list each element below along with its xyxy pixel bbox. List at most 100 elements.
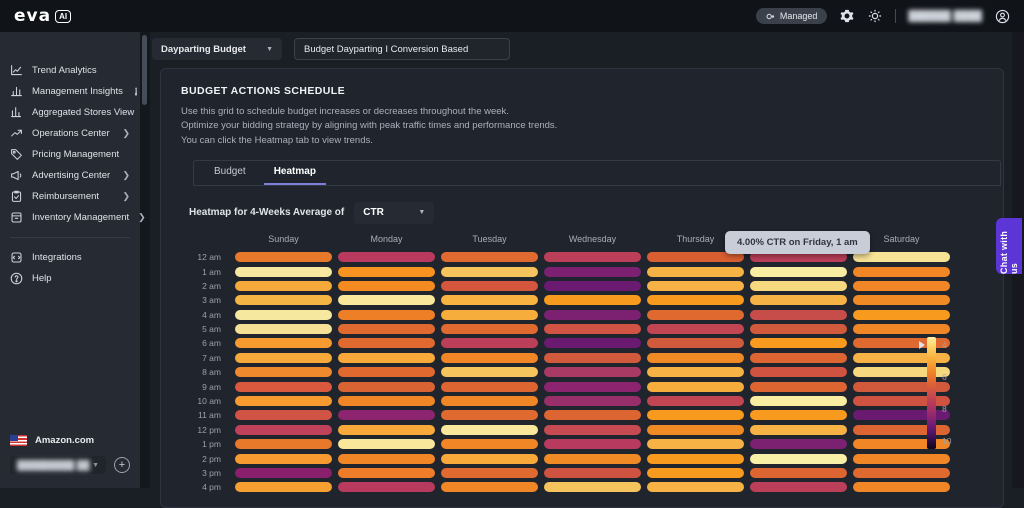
heatmap-cell[interactable] bbox=[235, 267, 332, 277]
heatmap-cell[interactable] bbox=[647, 454, 744, 464]
tab-budget[interactable]: Budget bbox=[204, 161, 256, 185]
heatmap-cell[interactable] bbox=[544, 410, 641, 420]
heatmap-cell[interactable] bbox=[235, 482, 332, 492]
heatmap-cell[interactable] bbox=[338, 425, 435, 435]
heatmap-cell[interactable] bbox=[544, 382, 641, 392]
heatmap-cell[interactable] bbox=[544, 396, 641, 406]
heatmap-cell[interactable] bbox=[544, 267, 641, 277]
heatmap-cell[interactable] bbox=[338, 367, 435, 377]
heatmap-cell[interactable] bbox=[750, 382, 847, 392]
heatmap-cell[interactable] bbox=[647, 281, 744, 291]
heatmap-cell[interactable] bbox=[647, 396, 744, 406]
heatmap-cell[interactable] bbox=[235, 281, 332, 291]
heatmap-cell[interactable] bbox=[750, 468, 847, 478]
heatmap-cell[interactable] bbox=[235, 324, 332, 334]
heatmap-cell[interactable] bbox=[853, 295, 950, 305]
heatmap-cell[interactable] bbox=[235, 425, 332, 435]
heatmap-cell[interactable] bbox=[750, 324, 847, 334]
heatmap-cell[interactable] bbox=[338, 396, 435, 406]
heatmap-cell[interactable] bbox=[647, 353, 744, 363]
heatmap-cell[interactable] bbox=[647, 295, 744, 305]
heatmap-cell[interactable] bbox=[853, 281, 950, 291]
chat-with-us-button[interactable]: Chat with us bbox=[996, 218, 1022, 274]
heatmap-cell[interactable] bbox=[235, 382, 332, 392]
heatmap-cell[interactable] bbox=[338, 281, 435, 291]
sidebar-item-help[interactable]: Help bbox=[0, 268, 140, 289]
heatmap-cell[interactable] bbox=[235, 396, 332, 406]
heatmap-cell[interactable] bbox=[441, 468, 538, 478]
heatmap-cell[interactable] bbox=[750, 396, 847, 406]
heatmap-cell[interactable] bbox=[544, 425, 641, 435]
heatmap-cell[interactable] bbox=[853, 252, 950, 262]
tab-heatmap[interactable]: Heatmap bbox=[264, 161, 326, 185]
heatmap-cell[interactable] bbox=[750, 281, 847, 291]
heatmap-cell[interactable] bbox=[338, 353, 435, 363]
heatmap-cell[interactable] bbox=[338, 382, 435, 392]
heatmap-cell[interactable] bbox=[441, 252, 538, 262]
heatmap-cell[interactable] bbox=[441, 295, 538, 305]
heatmap-cell[interactable] bbox=[235, 338, 332, 348]
heatmap-cell[interactable] bbox=[853, 267, 950, 277]
heatmap-cell[interactable] bbox=[441, 353, 538, 363]
heatmap-cell[interactable] bbox=[338, 338, 435, 348]
main-scrollbar-thumb[interactable] bbox=[142, 35, 147, 105]
heatmap-cell[interactable] bbox=[544, 439, 641, 449]
store-select[interactable]: █████████ ██ ▼ bbox=[10, 456, 106, 474]
heatmap-cell[interactable] bbox=[647, 410, 744, 420]
heatmap-cell[interactable] bbox=[338, 267, 435, 277]
heatmap-cell[interactable] bbox=[235, 295, 332, 305]
heatmap-cell[interactable] bbox=[235, 310, 332, 320]
sidebar-item-integrations[interactable]: Integrations bbox=[0, 247, 140, 268]
heatmap-cell[interactable] bbox=[338, 454, 435, 464]
add-store-button[interactable]: + bbox=[114, 457, 130, 473]
heatmap-cell[interactable] bbox=[441, 324, 538, 334]
heatmap-cell[interactable] bbox=[235, 252, 332, 262]
heatmap-cell[interactable] bbox=[441, 482, 538, 492]
sidebar-item-pricing-management[interactable]: Pricing Management bbox=[0, 144, 140, 165]
sidebar-item-inventory-management[interactable]: Inventory Management❯ bbox=[0, 207, 140, 228]
heatmap-cell[interactable] bbox=[338, 252, 435, 262]
heatmap-cell[interactable] bbox=[338, 410, 435, 420]
heatmap-cell[interactable] bbox=[647, 482, 744, 492]
heatmap-cell[interactable] bbox=[750, 310, 847, 320]
heatmap-cell[interactable] bbox=[441, 439, 538, 449]
heatmap-cell[interactable] bbox=[647, 310, 744, 320]
heatmap-cell[interactable] bbox=[441, 454, 538, 464]
sidebar-item-trend-analytics[interactable]: Trend Analytics bbox=[0, 60, 140, 81]
heatmap-cell[interactable] bbox=[235, 468, 332, 478]
user-avatar-icon[interactable] bbox=[994, 8, 1010, 24]
heatmap-cell[interactable] bbox=[235, 353, 332, 363]
heatmap-cell[interactable] bbox=[441, 267, 538, 277]
heatmap-cell[interactable] bbox=[338, 324, 435, 334]
heatmap-cell[interactable] bbox=[544, 252, 641, 262]
heatmap-cell[interactable] bbox=[647, 367, 744, 377]
managed-badge[interactable]: Managed bbox=[756, 8, 828, 24]
heatmap-cell[interactable] bbox=[441, 338, 538, 348]
heatmap-cell[interactable] bbox=[235, 454, 332, 464]
heatmap-cell[interactable] bbox=[544, 482, 641, 492]
heatmap-cell[interactable] bbox=[441, 410, 538, 420]
heatmap-cell[interactable] bbox=[441, 310, 538, 320]
heatmap-cell[interactable] bbox=[544, 468, 641, 478]
heatmap-cell[interactable] bbox=[750, 267, 847, 277]
heatmap-cell[interactable] bbox=[750, 439, 847, 449]
heatmap-cell[interactable] bbox=[338, 482, 435, 492]
heatmap-cell[interactable] bbox=[544, 295, 641, 305]
heatmap-cell[interactable] bbox=[441, 281, 538, 291]
sidebar-item-aggregated-stores-view[interactable]: Aggregated Stores View bbox=[0, 102, 140, 123]
sidebar-item-management-insights[interactable]: Management Insightsi bbox=[0, 81, 140, 102]
heatmap-cell[interactable] bbox=[853, 310, 950, 320]
heatmap-cell[interactable] bbox=[750, 482, 847, 492]
heatmap-cell[interactable] bbox=[750, 353, 847, 363]
heatmap-cell[interactable] bbox=[338, 310, 435, 320]
heatmap-cell[interactable] bbox=[647, 267, 744, 277]
heatmap-cell[interactable] bbox=[647, 324, 744, 334]
heatmap-cell[interactable] bbox=[338, 439, 435, 449]
heatmap-cell[interactable] bbox=[750, 338, 847, 348]
heatmap-cell[interactable] bbox=[544, 454, 641, 464]
heatmap-cell[interactable] bbox=[750, 410, 847, 420]
heatmap-cell[interactable] bbox=[544, 353, 641, 363]
sidebar-item-advertising-center[interactable]: Advertising Center❯ bbox=[0, 165, 140, 186]
heatmap-cell[interactable] bbox=[853, 482, 950, 492]
heatmap-cell[interactable] bbox=[441, 425, 538, 435]
